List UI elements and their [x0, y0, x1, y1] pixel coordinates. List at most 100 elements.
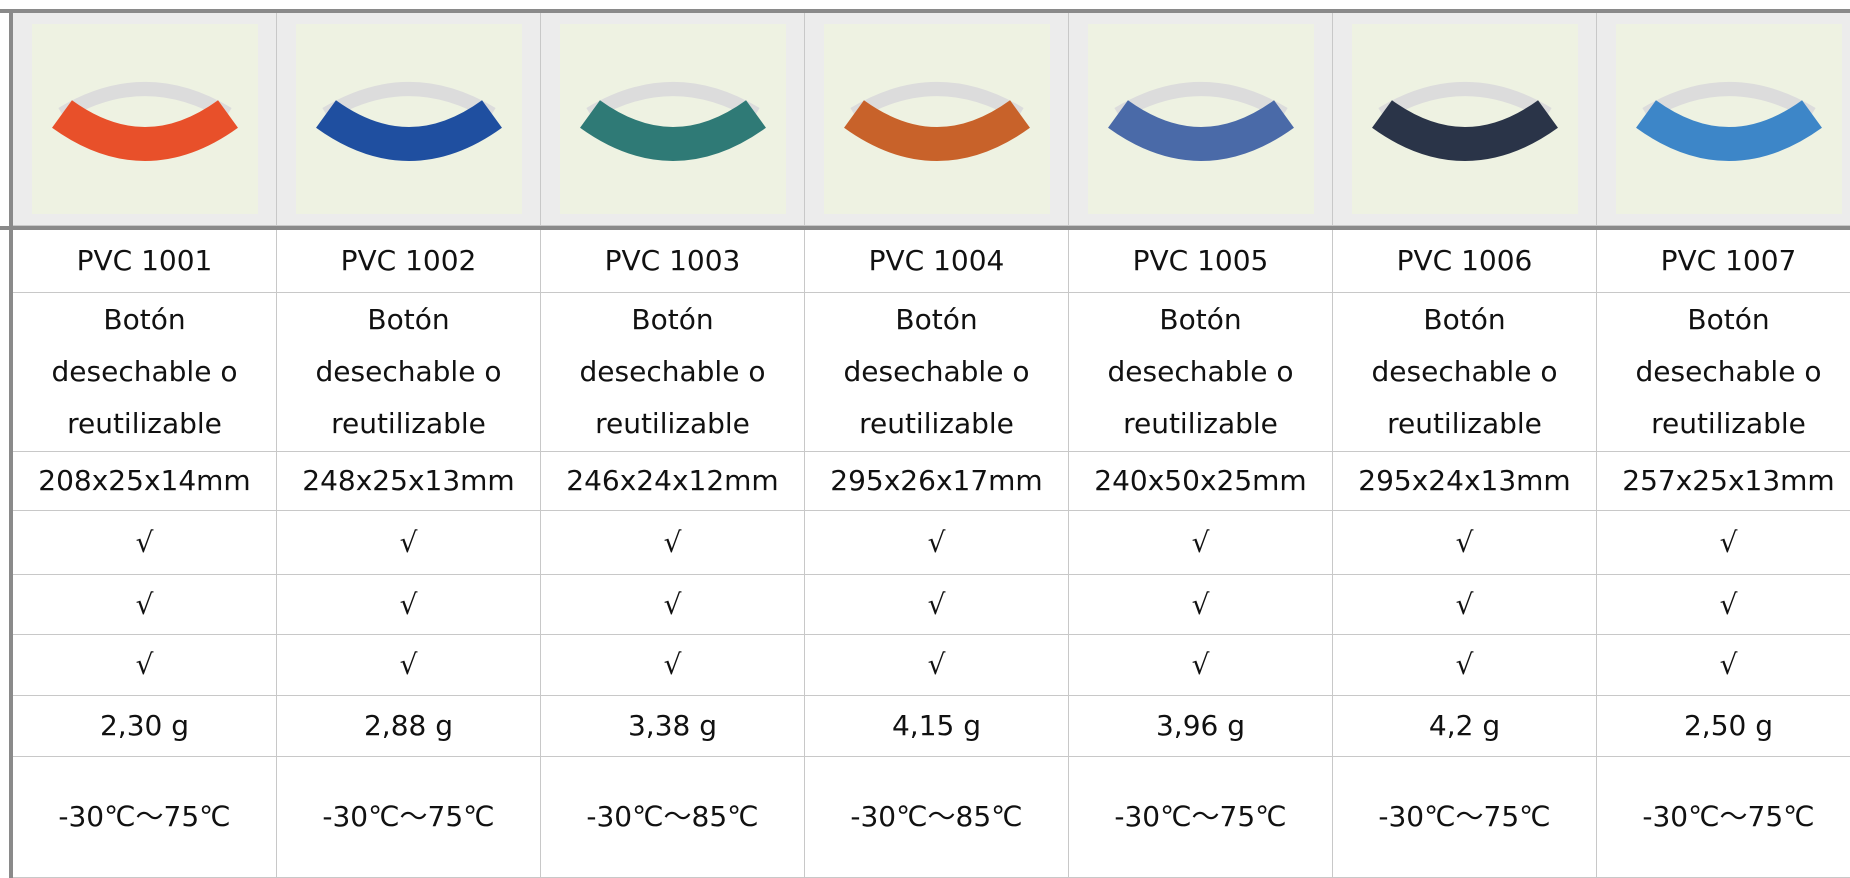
product-image [1351, 24, 1578, 214]
checks-cell: √ [1597, 635, 1850, 696]
cell-text: -30℃～85℃ [850, 800, 1023, 833]
cell-text: -30℃～75℃ [322, 800, 495, 833]
cell-text: -30℃～75℃ [1114, 800, 1287, 833]
cell-text: 3,96 g [1155, 709, 1246, 742]
weight-cell: 4,2 g [1333, 696, 1597, 757]
description-line: Botón [1423, 303, 1506, 336]
band-inner [57, 82, 232, 121]
cell-text: PVC 1002 [340, 244, 477, 277]
checks-cell: √ [277, 635, 541, 696]
checks-cell: √ [1597, 575, 1850, 635]
checks-cell: √ [1597, 511, 1850, 575]
band [51, 100, 238, 161]
model-cell: PVC 1003 [541, 230, 805, 293]
checks-cell: √ [1069, 511, 1333, 575]
size-cell: 246x24x12mm [541, 452, 805, 511]
top-border [0, 9, 1850, 13]
cell-text: √ [135, 525, 154, 559]
description-cell: Botón desechable o reutilizable [1069, 293, 1333, 452]
cell-text: √ [1191, 587, 1210, 621]
cell-text: 4,15 g [891, 709, 982, 742]
checks-cell: √ [1333, 511, 1597, 575]
description-line: reutilizable [1123, 407, 1278, 440]
cell-text: √ [135, 648, 154, 681]
cell-text: √ [663, 525, 682, 559]
cell-text: √ [1191, 648, 1210, 681]
cell-text: 295x24x13mm [1358, 464, 1571, 497]
description-line: desechable o [1371, 355, 1558, 388]
checks-cell: √ [13, 575, 277, 635]
product-image [1087, 24, 1314, 214]
cell-text: √ [1719, 525, 1738, 559]
cell-text: 246x24x12mm [566, 464, 779, 497]
cell-text: 257x25x13mm [1622, 464, 1835, 497]
size-cell: 295x24x13mm [1333, 452, 1597, 511]
checks-cell: √ [13, 511, 277, 575]
description-line: Botón [895, 303, 978, 336]
product-image [823, 24, 1050, 214]
cell-text: √ [399, 648, 418, 681]
model-cell: PVC 1005 [1069, 230, 1333, 293]
cell-text: 295x26x17mm [830, 464, 1043, 497]
checks-cell: √ [277, 575, 541, 635]
weight-cell: 2,30 g [13, 696, 277, 757]
temperature-cell: -30℃～85℃ [541, 757, 805, 878]
cell-text: √ [1191, 525, 1210, 559]
description-line: reutilizable [595, 407, 750, 440]
size-cell: 295x26x17mm [805, 452, 1069, 511]
cell-text: 2,30 g [99, 709, 190, 742]
temperature-cell: -30℃～75℃ [1597, 757, 1850, 878]
image-cell [1597, 13, 1850, 226]
checks-cell: √ [1069, 575, 1333, 635]
description-cell: Botón desechable o reutilizable [1333, 293, 1597, 452]
cell-text: √ [927, 587, 946, 621]
cell-text: 3,38 g [627, 709, 718, 742]
size-cell: 257x25x13mm [1597, 452, 1850, 511]
weight-cell: 2,88 g [277, 696, 541, 757]
description-line: desechable o [579, 355, 766, 388]
description-cell: Botón desechable o reutilizable [541, 293, 805, 452]
description-line: desechable o [1635, 355, 1822, 388]
cell-text: PVC 1005 [1132, 244, 1269, 277]
description-line: Botón [367, 303, 450, 336]
checks-cell: √ [805, 635, 1069, 696]
band-inner [321, 82, 496, 121]
model-cell: PVC 1001 [13, 230, 277, 293]
cell-text: 240x50x25mm [1094, 464, 1307, 497]
model-cell: PVC 1004 [805, 230, 1069, 293]
temperature-cell: -30℃～75℃ [277, 757, 541, 878]
cell-text: √ [1455, 648, 1474, 681]
cell-text: PVC 1003 [604, 244, 741, 277]
temperature-cell: -30℃～75℃ [1333, 757, 1597, 878]
description-line: Botón [103, 303, 186, 336]
product-image [31, 24, 258, 214]
image-cell [541, 13, 805, 226]
cell-text: √ [1719, 587, 1738, 621]
cell-text: PVC 1007 [1660, 244, 1797, 277]
checks-cell: √ [1333, 635, 1597, 696]
description-line: reutilizable [67, 407, 222, 440]
weight-cell: 3,96 g [1069, 696, 1333, 757]
description-cell: Botón desechable o reutilizable [1597, 293, 1850, 452]
description-line: reutilizable [1387, 407, 1542, 440]
product-image [295, 24, 522, 214]
image-cell [13, 13, 277, 226]
band-inner [1113, 82, 1288, 121]
cell-text: PVC 1001 [76, 244, 213, 277]
checks-cell: √ [1333, 575, 1597, 635]
checks-cell: √ [805, 575, 1069, 635]
cell-text: -30℃～75℃ [1378, 800, 1551, 833]
temperature-cell: -30℃～85℃ [805, 757, 1069, 878]
cell-text: √ [1455, 587, 1474, 621]
band [1635, 100, 1822, 161]
cell-text: 2,88 g [363, 709, 454, 742]
checks-cell: √ [541, 635, 805, 696]
weight-cell: 2,50 g [1597, 696, 1850, 757]
cell-text: √ [927, 525, 946, 559]
cell-text: √ [663, 587, 682, 621]
description-cell: Botón desechable o reutilizable [13, 293, 277, 452]
product-image [559, 24, 786, 214]
description-line: desechable o [315, 355, 502, 388]
checks-cell: √ [541, 575, 805, 635]
